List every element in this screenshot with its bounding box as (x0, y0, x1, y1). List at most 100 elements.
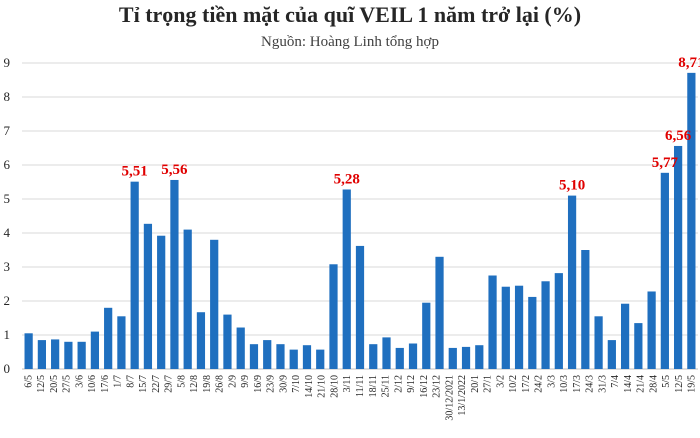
bar (581, 250, 590, 369)
data-label: 6,56 (665, 128, 692, 144)
bar (342, 189, 351, 369)
x-tick-label: 5/5 (661, 375, 672, 388)
bar (249, 344, 259, 369)
bar (77, 341, 86, 369)
x-tick-label: 23/9 (266, 375, 277, 393)
bar (607, 340, 616, 369)
x-tick-label: 6/5 (23, 375, 34, 388)
bar (541, 281, 550, 369)
x-tick-label: 20/1 (470, 375, 481, 393)
x-tick-label: 12/5 (674, 375, 685, 393)
bar (316, 349, 325, 369)
x-tick-label: 5/8 (176, 375, 187, 388)
bar (90, 331, 100, 369)
bar (687, 72, 696, 370)
y-tick-label: 3 (4, 259, 11, 274)
bar (51, 339, 60, 369)
x-tick-label: 28/10 (329, 375, 340, 398)
x-tick-label: 22/7 (151, 375, 162, 393)
bar (196, 312, 206, 369)
x-tick-label: 17/2 (521, 375, 532, 393)
x-tick-label: 13/1/2022 (457, 375, 468, 416)
bar (355, 245, 365, 369)
x-tick-label: 27/5 (62, 375, 73, 393)
bar (422, 302, 431, 369)
bar (302, 345, 312, 369)
bar (461, 346, 471, 369)
x-tick-label: 27/1 (483, 375, 494, 393)
x-tick-label: 19/5 (687, 375, 698, 393)
bar (435, 256, 444, 369)
x-tick-label: 9/9 (240, 375, 251, 388)
x-tick-label: 3/11 (342, 375, 353, 392)
x-tick-label: 16/9 (253, 375, 264, 393)
x-tick-label: 30/9 (278, 375, 289, 393)
bar (223, 314, 232, 369)
bar (567, 195, 577, 369)
chart-subtitle: Nguồn: Hoàng Linh tổng hợp (261, 34, 439, 50)
x-tick-label: 14/10 (304, 375, 315, 398)
bar (382, 337, 391, 369)
x-tick-label: 3/6 (74, 375, 85, 388)
x-tick-label: 20/5 (49, 375, 60, 393)
x-tick-label: 10/6 (87, 375, 98, 393)
y-tick-label: 8 (4, 89, 11, 104)
x-tick-label: 18/11 (368, 375, 379, 397)
bar (170, 179, 179, 369)
x-tick-label: 23/12 (432, 375, 443, 398)
data-label: 5,28 (334, 171, 360, 187)
x-tick-label: 21/10 (317, 375, 328, 398)
x-tick-label: 24/2 (534, 375, 545, 393)
chart-title: Tỉ trọng tiền mặt của quĩ VEIL 1 năm trở… (118, 2, 582, 27)
x-tick-label: 31/3 (597, 375, 608, 393)
bar (594, 316, 603, 369)
x-tick-label: 1/7 (113, 375, 124, 388)
bar (157, 235, 166, 369)
bar (488, 275, 497, 369)
y-tick-label: 9 (4, 55, 11, 70)
x-tick-label: 14/4 (623, 375, 634, 393)
bar (24, 333, 33, 369)
bar (660, 172, 669, 369)
x-tick-label: 15/7 (138, 375, 149, 393)
x-tick-label: 12/5 (36, 375, 47, 393)
x-tick-label: 17/6 (100, 375, 111, 393)
bar (37, 340, 46, 369)
x-tick-label: 16/12 (419, 375, 430, 398)
x-tick-label: 25/11 (381, 375, 392, 397)
bar (183, 229, 192, 369)
y-tick-label: 5 (4, 191, 11, 206)
bar (130, 181, 139, 369)
bar (276, 344, 285, 369)
x-tick-label: 7/4 (610, 375, 621, 388)
bar (236, 327, 245, 369)
x-tick-label: 12/8 (189, 375, 200, 393)
data-label: 8,71 (678, 55, 700, 71)
bar (475, 345, 484, 369)
x-tick-label: 8/7 (125, 375, 136, 388)
bar (117, 316, 126, 369)
bar (554, 273, 563, 369)
x-tick-label: 30/12/2021 (444, 375, 455, 421)
x-tick-label: 10/2 (508, 375, 519, 393)
bar (395, 347, 404, 369)
data-label: 5,51 (122, 164, 148, 180)
bar (289, 349, 298, 369)
y-tick-label: 7 (4, 123, 11, 138)
bar (329, 264, 338, 369)
x-tick-label: 28/4 (648, 375, 659, 393)
bar (501, 286, 510, 369)
bar (647, 291, 656, 369)
x-tick-label: 2/9 (227, 375, 238, 388)
x-tick-label: 17/3 (572, 375, 583, 393)
bar (263, 340, 272, 369)
y-tick-label: 4 (4, 225, 11, 240)
data-label: 5,56 (161, 162, 188, 178)
data-label: 5,10 (559, 178, 585, 194)
bar (64, 341, 73, 369)
bar (104, 307, 113, 369)
bar (514, 285, 524, 369)
x-tick-label: 11/11 (355, 375, 366, 397)
y-tick-label: 1 (4, 327, 11, 342)
